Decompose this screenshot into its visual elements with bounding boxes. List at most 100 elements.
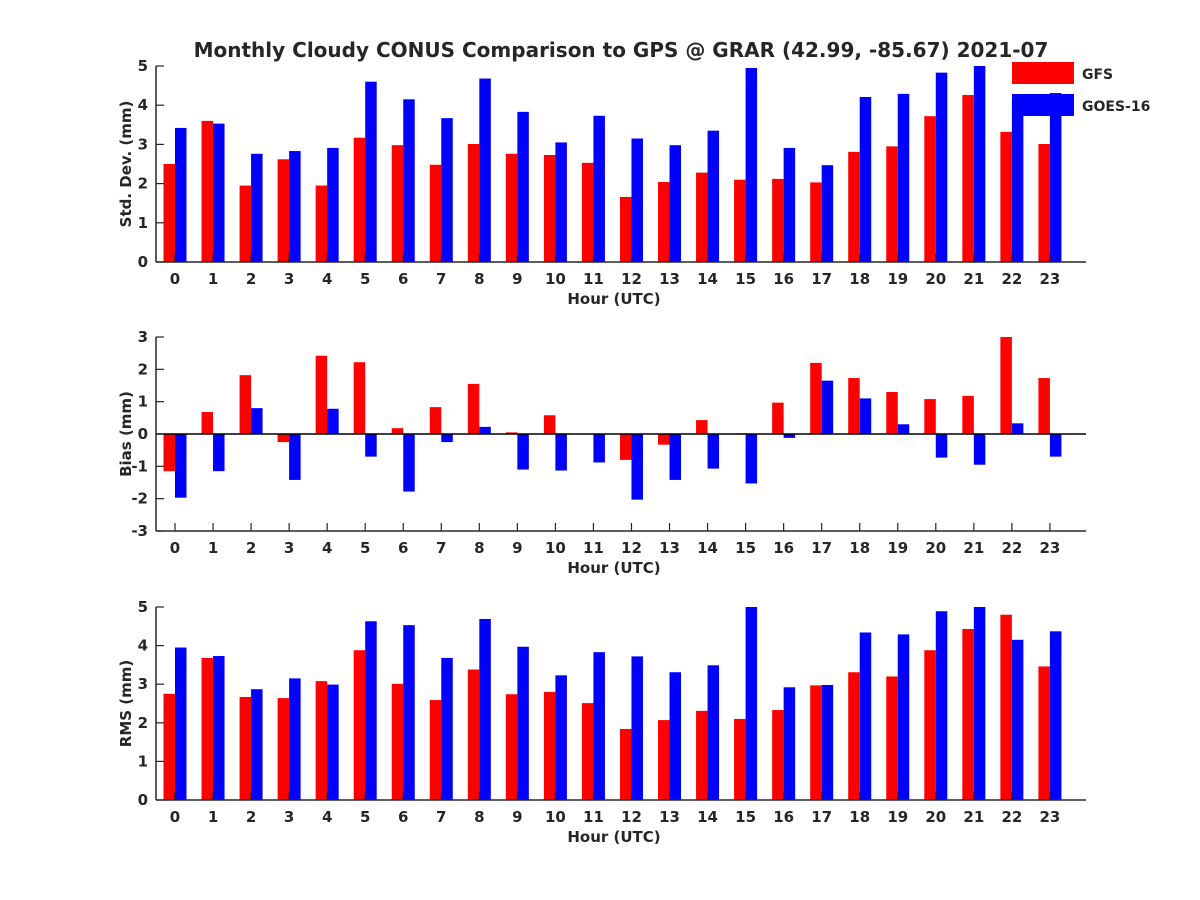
rms-x-tick-label: 4 (322, 808, 332, 826)
rms-bar-goes16-8 (479, 618, 491, 800)
rms-x-tick-label: 6 (398, 808, 408, 826)
rms-x-tick-label: 17 (811, 808, 832, 826)
bias-bar-gfs-18 (848, 378, 860, 434)
bias-bar-goes16-9 (517, 434, 529, 470)
bias-bar-goes16-6 (403, 434, 415, 492)
rms-x-tick-label: 13 (659, 808, 680, 826)
rms-bar-gfs-9 (505, 694, 518, 800)
rms-x-tick-label: 5 (360, 808, 370, 826)
rms-bar-gfs-14 (696, 710, 708, 800)
bias-bar-gfs-3 (277, 434, 290, 443)
bias-bar-goes16-12 (631, 434, 643, 500)
bias-bar-gfs-16 (772, 402, 784, 434)
bias-x-tick-label: 1 (208, 539, 218, 557)
rms-bar-goes16-5 (365, 621, 377, 800)
std-dev-bar-goes16-21 (973, 66, 986, 262)
bias-bar-goes16-8 (479, 426, 491, 434)
rms-bar-gfs-11 (581, 703, 594, 800)
std-dev-bar-gfs-21 (962, 95, 974, 262)
rms-bar-gfs-13 (658, 720, 670, 800)
std-dev-bar-goes16-13 (669, 145, 682, 262)
bias-x-tick-label: 6 (398, 539, 408, 557)
std-dev-bar-gfs-0 (163, 164, 175, 262)
bias-bar-gfs-17 (810, 362, 822, 434)
rms-bar-gfs-4 (315, 681, 328, 800)
rms-x-tick-label: 2 (246, 808, 256, 826)
rms-bar-goes16-16 (783, 687, 796, 800)
bias-bar-gfs-20 (924, 399, 936, 434)
rms-bar-gfs-19 (886, 676, 898, 800)
std-dev-x-tick-label: 14 (697, 270, 718, 288)
rms-y-tick-label: 3 (138, 675, 148, 693)
rms-bar-gfs-5 (353, 650, 366, 800)
std-dev-x-tick-label: 21 (963, 270, 984, 288)
std-dev-bar-gfs-9 (505, 153, 518, 262)
legend-label-gfs: GFS (1082, 67, 1113, 83)
bias-bar-goes16-13 (669, 434, 682, 480)
std-dev-x-tick-label: 15 (735, 270, 756, 288)
bias-bar-gfs-13 (658, 434, 670, 445)
std-dev-bar-goes16-0 (175, 127, 187, 262)
std-dev-x-tick-label: 10 (545, 270, 566, 288)
std-dev-bar-gfs-15 (734, 179, 746, 262)
rms-bar-gfs-12 (619, 728, 632, 800)
std-dev-x-tick-label: 4 (322, 270, 332, 288)
std-dev-x-tick-label: 23 (1039, 270, 1060, 288)
std-dev-x-tick-label: 1 (208, 270, 218, 288)
rms-bar-goes16-12 (631, 656, 643, 800)
std-dev-bar-gfs-6 (391, 145, 404, 262)
bias-y-tick-label: -1 (131, 457, 148, 475)
rms-bar-gfs-3 (277, 698, 290, 800)
bias-x-axis-label: Hour (UTC) (567, 559, 660, 577)
rms-y-tick-label: 4 (138, 637, 148, 655)
bias-bar-gfs-12 (619, 434, 632, 460)
legend-label-goes16: GOES-16 (1082, 99, 1150, 115)
bias-y-tick-label: -2 (131, 490, 148, 508)
rms-x-tick-label: 21 (963, 808, 984, 826)
std-dev-y-tick-label: 5 (138, 57, 148, 75)
bias-x-tick-label: 14 (697, 539, 718, 557)
std-dev-bar-goes16-7 (441, 118, 453, 262)
std-dev-x-tick-label: 0 (170, 270, 180, 288)
rms-bar-goes16-2 (251, 689, 263, 800)
std-dev-bar-gfs-3 (277, 159, 290, 262)
bias-y-tick-label: 2 (138, 360, 148, 378)
bias-bar-goes16-5 (365, 434, 377, 457)
bias-bar-goes16-23 (1049, 434, 1062, 457)
std-dev-x-tick-label: 6 (398, 270, 408, 288)
bias-x-tick-label: 3 (284, 539, 294, 557)
std-dev-x-tick-label: 7 (436, 270, 446, 288)
chart-title: Monthly Cloudy CONUS Comparison to GPS @… (194, 38, 1049, 62)
bias-x-tick-label: 9 (512, 539, 522, 557)
std-dev-x-tick-label: 18 (849, 270, 870, 288)
std-dev-bar-gfs-14 (696, 172, 708, 262)
bias-bar-goes16-22 (1011, 423, 1024, 434)
std-dev-bar-gfs-4 (315, 185, 328, 262)
rms-bar-goes16-6 (403, 625, 415, 800)
bias-x-tick-label: 17 (811, 539, 832, 557)
bias-bar-goes16-18 (859, 398, 872, 434)
std-dev-bar-goes16-9 (517, 111, 529, 262)
rms-x-tick-label: 16 (773, 808, 794, 826)
std-dev-x-tick-label: 5 (360, 270, 370, 288)
rms-x-tick-label: 11 (583, 808, 604, 826)
legend-swatch-goes16 (1012, 94, 1074, 116)
std-dev-x-tick-label: 20 (925, 270, 946, 288)
rms-x-tick-label: 20 (925, 808, 946, 826)
std-dev-x-tick-label: 13 (659, 270, 680, 288)
std-dev-bar-gfs-18 (848, 151, 860, 262)
rms-bar-gfs-16 (772, 710, 784, 800)
rms-bar-goes16-21 (973, 607, 986, 800)
std-dev-bar-gfs-20 (924, 116, 936, 263)
bias-bar-gfs-6 (391, 428, 404, 434)
bias-x-tick-label: 12 (621, 539, 642, 557)
std-dev-bar-gfs-8 (467, 144, 480, 262)
std-dev-bar-goes16-18 (859, 96, 872, 262)
bias-bar-goes16-2 (251, 408, 263, 434)
bias-x-tick-label: 4 (322, 539, 332, 557)
rms-bar-goes16-17 (821, 684, 834, 800)
std-dev-y-tick-label: 2 (138, 175, 148, 193)
